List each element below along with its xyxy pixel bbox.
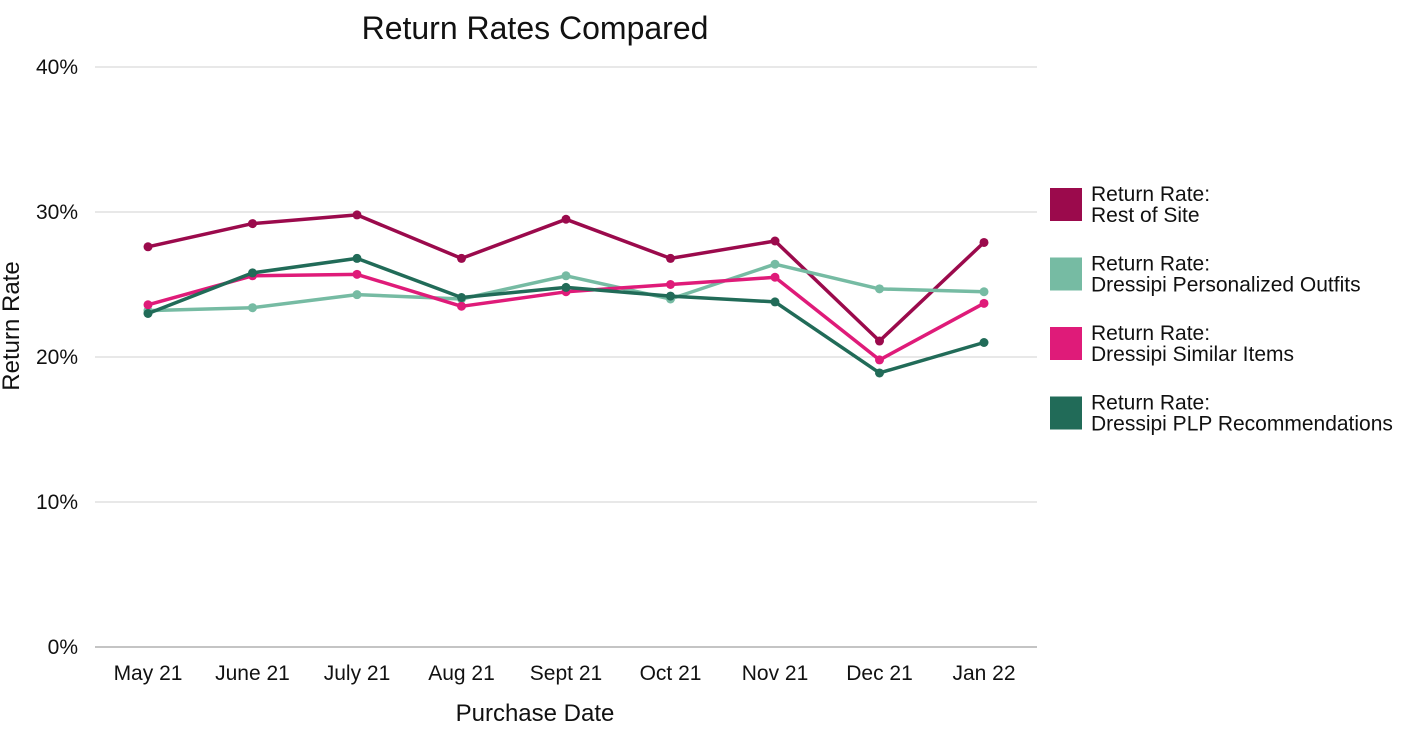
legend-label-line1: Return Rate:: [1091, 183, 1210, 206]
data-point: [561, 271, 571, 281]
legend-label-line1: Return Rate:: [1091, 253, 1210, 276]
x-tick-label: Nov 21: [742, 662, 809, 685]
y-tick-label: 0%: [48, 636, 78, 659]
data-point: [666, 291, 675, 301]
data-point: [770, 236, 780, 246]
legend-swatch: [1050, 327, 1082, 360]
legend-swatch: [1050, 188, 1082, 221]
data-point: [770, 297, 780, 307]
data-point: [770, 259, 780, 269]
data-point: [143, 300, 153, 310]
legend-label-line1: Return Rate:: [1091, 322, 1210, 345]
y-tick-label: 30%: [36, 201, 78, 224]
legend-label-line1: Return Rate:: [1091, 392, 1210, 415]
data-point: [248, 268, 257, 278]
legend-swatch: [1050, 396, 1082, 430]
y-axis-title: Return Rate: [0, 261, 25, 390]
data-point: [875, 355, 884, 365]
x-tick-label: Dec 21: [846, 662, 913, 685]
y-tick-label: 40%: [36, 56, 78, 79]
legend-item-outfits: Return Rate:Dressipi Personalized Outfit…: [1050, 253, 1361, 297]
legend-item-rest: Return Rate:Rest of Site: [1050, 183, 1210, 227]
data-point: [457, 293, 466, 303]
x-tick-label: Jan 22: [952, 662, 1015, 685]
x-tick-label: Aug 21: [428, 662, 495, 685]
y-axis-ticks: 0% 10% 20% 30% 40%: [36, 56, 78, 659]
data-point: [143, 309, 153, 318]
data-point: [979, 237, 989, 247]
series-plp: [143, 253, 989, 378]
x-tick-label: June 21: [215, 662, 290, 685]
data-point: [561, 214, 571, 224]
chart-title: Return Rates Compared: [362, 10, 709, 46]
data-point: [352, 269, 362, 279]
data-point: [875, 368, 884, 378]
data-point: [875, 284, 884, 294]
x-axis-title: Purchase Date: [456, 700, 615, 727]
legend-item-similar: Return Rate:Dressipi Similar Items: [1050, 322, 1294, 366]
data-point: [248, 219, 257, 229]
data-point: [875, 336, 884, 346]
legend-label-line2: Rest of Site: [1091, 204, 1200, 227]
x-tick-label: July 21: [324, 662, 391, 685]
data-point: [248, 303, 257, 313]
data-point: [770, 272, 780, 282]
plot-area: [143, 210, 989, 378]
gridlines: [95, 66, 1037, 648]
data-point: [666, 280, 675, 289]
legend-label-line2: Dressipi Personalized Outfits: [1091, 274, 1361, 297]
x-tick-label: Sept 21: [530, 662, 602, 685]
data-point: [979, 287, 989, 297]
x-tick-label: Oct 21: [640, 662, 702, 685]
x-axis-ticks: May 21 June 21 July 21 Aug 21 Sept 21 Oct 21 N…: [114, 662, 1016, 685]
data-point: [457, 301, 466, 311]
data-point: [561, 282, 571, 292]
data-point: [143, 242, 153, 252]
x-tick-label: May 21: [114, 662, 183, 685]
legend-item-plp: Return Rate:Dressipi PLP Recommendations: [1050, 392, 1393, 436]
data-point: [979, 338, 989, 347]
legend-label-line2: Dressipi Similar Items: [1091, 343, 1294, 366]
legend-swatch: [1050, 257, 1082, 291]
data-point: [352, 290, 362, 300]
y-tick-label: 10%: [36, 491, 78, 514]
data-point: [352, 210, 362, 220]
data-point: [352, 253, 362, 263]
data-point: [979, 298, 989, 308]
y-tick-label: 20%: [36, 346, 78, 369]
data-point: [666, 253, 675, 263]
data-point: [457, 253, 466, 263]
legend-label-line2: Dressipi PLP Recommendations: [1091, 413, 1393, 436]
series-rest: [143, 210, 989, 346]
